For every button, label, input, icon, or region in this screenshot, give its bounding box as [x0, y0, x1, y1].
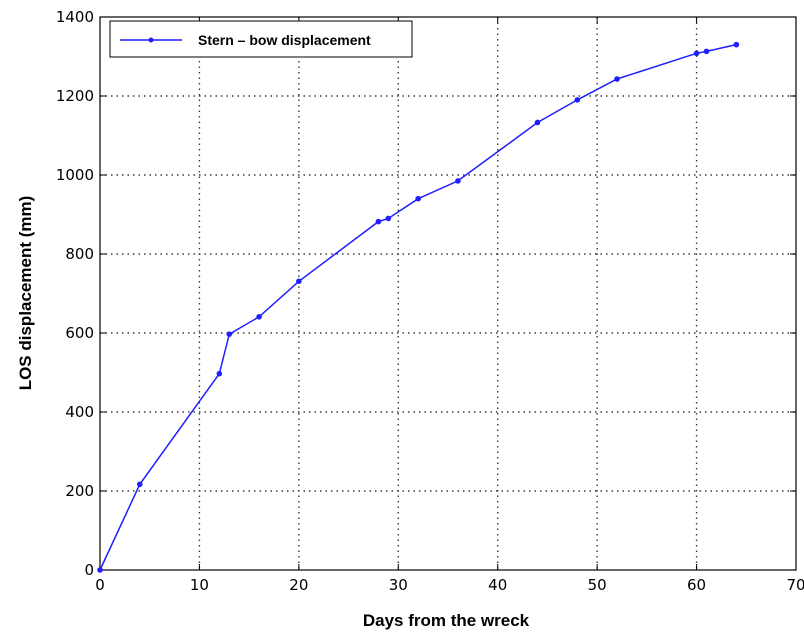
y-tick-label: 0 — [84, 561, 94, 579]
data-point — [97, 567, 103, 573]
y-tick-label: 600 — [65, 324, 94, 342]
data-point — [296, 278, 302, 285]
data-point — [733, 41, 740, 48]
x-tick-label: 40 — [488, 576, 507, 594]
legend: Stern – bow displacement — [109, 20, 413, 58]
data-series — [97, 41, 740, 573]
data-point — [226, 331, 233, 337]
grid-lines — [100, 17, 796, 570]
x-tick-label: 30 — [389, 576, 408, 594]
series-line — [99, 43, 737, 571]
y-tick-label: 1000 — [56, 166, 94, 184]
y-tick-label: 800 — [65, 245, 94, 263]
data-point — [375, 218, 382, 225]
data-point — [534, 119, 541, 126]
y-tick-label: 400 — [65, 403, 94, 421]
y-tick-label: 1400 — [56, 8, 94, 26]
plot-area-frame — [99, 16, 797, 571]
data-point — [216, 370, 223, 377]
x-tick-label: 20 — [289, 576, 308, 594]
legend-box — [109, 20, 413, 58]
x-tick-label: 70 — [786, 576, 804, 594]
y-axis-title: LOS displacement (mm) — [16, 196, 35, 391]
data-point — [614, 76, 620, 82]
x-tick-label: 10 — [190, 576, 209, 594]
x-tick-label: 60 — [687, 576, 706, 594]
data-point — [136, 481, 143, 488]
legend-marker-swatch — [148, 37, 154, 43]
data-point — [574, 97, 581, 103]
y-tick-label: 200 — [65, 482, 94, 500]
axis-ticks: 0 10 20 30 40 50 60 70 0 200 400 600 800 1000 1200 1400 — [56, 8, 804, 594]
x-axis-title: Days from the wreck — [363, 611, 530, 630]
x-tick-label: 0 — [95, 576, 105, 594]
data-point — [693, 50, 700, 57]
data-point — [256, 314, 262, 320]
data-point — [703, 48, 710, 55]
data-point — [385, 215, 392, 222]
data-point — [415, 195, 421, 202]
legend-label: Stern – bow displacement — [198, 32, 371, 48]
x-tick-label: 50 — [588, 576, 607, 594]
y-tick-label: 1200 — [56, 87, 94, 105]
data-point — [455, 178, 461, 184]
